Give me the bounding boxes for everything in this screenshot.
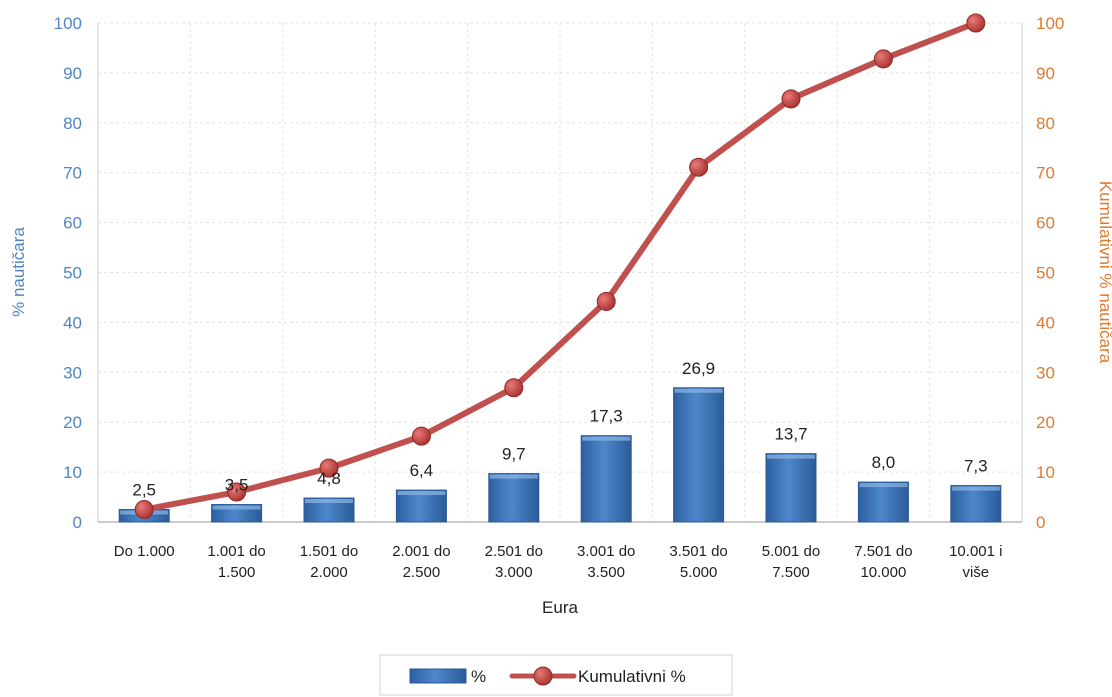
y-tick-label-left: 90 xyxy=(63,64,82,83)
bar xyxy=(765,453,817,523)
y-tick-label-left: 30 xyxy=(63,363,82,382)
cumulative-point xyxy=(411,426,431,446)
x-tick-label: 3.500 xyxy=(587,564,625,581)
legend-line-swatch-marker xyxy=(533,666,553,686)
bar-data-label: 26,9 xyxy=(682,359,715,378)
y-tick-label-right: 0 xyxy=(1036,513,1045,532)
bar xyxy=(857,481,909,523)
y-tick-label-right: 100 xyxy=(1036,14,1064,33)
bars-layer xyxy=(118,387,1002,523)
bar-data-label: 6,4 xyxy=(410,461,434,480)
x-tick-label: 7.500 xyxy=(772,564,810,581)
x-tick-label: 3.001 do xyxy=(577,543,635,560)
bar-highlight xyxy=(397,491,446,496)
y-tick-label-right: 10 xyxy=(1036,463,1055,482)
x-tick-label: 2.001 do xyxy=(392,543,450,560)
legend-bar-swatch-rect xyxy=(409,668,467,684)
y-tick-label-right: 90 xyxy=(1036,64,1055,83)
y-tick-label-left: 50 xyxy=(63,264,82,283)
y-tick-label-right: 70 xyxy=(1036,164,1055,183)
cumulative-point xyxy=(319,458,339,478)
y-axis-title-right: Kumulativni % nautičara xyxy=(1096,181,1112,364)
y-tick-label-right: 80 xyxy=(1036,114,1055,133)
legend-bar-label: % xyxy=(471,667,486,686)
legend-bar-swatch xyxy=(409,668,467,684)
x-tick-label: 10.001 i xyxy=(949,543,1002,560)
x-tick-label: 2.501 do xyxy=(485,543,543,560)
bar xyxy=(488,473,540,523)
x-tick-label: Do 1.000 xyxy=(114,543,175,560)
bar xyxy=(580,435,632,523)
bar-highlight xyxy=(767,454,815,459)
x-tick-label: 2.000 xyxy=(310,564,348,581)
y-tick-label-left: 80 xyxy=(63,114,82,133)
grid-layer xyxy=(98,22,1022,522)
y-tick-label-right: 20 xyxy=(1036,413,1055,432)
bar xyxy=(303,497,355,523)
bar-highlight xyxy=(859,483,908,488)
y-tick-label-left: 10 xyxy=(63,463,82,482)
y-tick-label-left: 100 xyxy=(54,14,82,33)
x-axis-title: Eura xyxy=(542,598,578,617)
cumulative-point xyxy=(227,482,247,502)
y-tick-label-right: 30 xyxy=(1036,363,1055,382)
y-tick-label-left: 70 xyxy=(63,164,82,183)
y-tick-label-left: 60 xyxy=(63,214,82,233)
axes-layer: 0 10 20 30 40 50 60 70 80 90 100 0 10 20 30 40 50 60 70 80 9… xyxy=(54,14,1065,581)
bar-data-label: 7,3 xyxy=(964,457,988,476)
legend-line-label: Kumulativni % xyxy=(578,667,686,686)
cumulative-point xyxy=(596,291,616,311)
x-tick-label: 5.001 do xyxy=(762,543,820,560)
bar-highlight xyxy=(305,499,353,504)
bar-data-label: 3,5 xyxy=(225,476,249,495)
y-tick-label-right: 60 xyxy=(1036,214,1055,233)
x-tick-label: 3.000 xyxy=(495,564,533,581)
x-tick-label: 1.500 xyxy=(218,564,256,581)
bar xyxy=(673,387,725,523)
x-tick-label: 10.000 xyxy=(860,564,906,581)
y-axis-title-left: % nautičara xyxy=(9,227,28,317)
y-tick-label-left: 40 xyxy=(63,313,82,332)
bar-data-label: 17,3 xyxy=(590,407,623,426)
cumulative-point xyxy=(966,13,986,33)
bar xyxy=(950,485,1002,523)
cumulative-point xyxy=(134,500,154,520)
x-tick-label: više xyxy=(962,564,989,581)
cumulative-point xyxy=(504,378,524,398)
cumulative-point xyxy=(781,89,801,109)
bar-highlight xyxy=(951,486,1000,491)
bar-highlight xyxy=(582,436,631,441)
labels-layer: 2,5 3,5 4,8 6,4 9,7 17,3 26,9 13,7 8,0 7,3 xyxy=(132,359,987,500)
legend-line-swatch xyxy=(509,666,577,686)
bar-highlight xyxy=(674,388,723,393)
x-tick-label: 1.501 do xyxy=(300,543,358,560)
y-tick-label-right: 40 xyxy=(1036,313,1055,332)
legend: % Kumulativni % xyxy=(379,654,733,696)
bar-data-label: 2,5 xyxy=(132,481,156,500)
cumulative-point xyxy=(873,49,893,69)
bar xyxy=(395,489,447,523)
bar-data-label: 4,8 xyxy=(317,469,341,488)
cumulative-line xyxy=(141,20,979,513)
bar-data-label: 13,7 xyxy=(774,425,807,444)
x-tick-label: 5.000 xyxy=(680,564,718,581)
cumulative-point xyxy=(689,157,709,177)
bar-highlight xyxy=(489,474,538,479)
bar-data-label: 9,7 xyxy=(502,445,526,464)
x-tick-label: 7.501 do xyxy=(854,543,912,560)
y-tick-label-right: 50 xyxy=(1036,264,1055,283)
y-tick-label-left: 20 xyxy=(63,413,82,432)
y-tick-label-left: 0 xyxy=(73,513,82,532)
x-tick-label: 2.500 xyxy=(403,564,441,581)
bar-data-label: 8,0 xyxy=(872,453,896,472)
x-tick-label: 3.501 do xyxy=(669,543,727,560)
line-layer xyxy=(134,13,986,520)
x-tick-label: 1.001 do xyxy=(207,543,265,560)
bar-highlight xyxy=(212,505,261,510)
